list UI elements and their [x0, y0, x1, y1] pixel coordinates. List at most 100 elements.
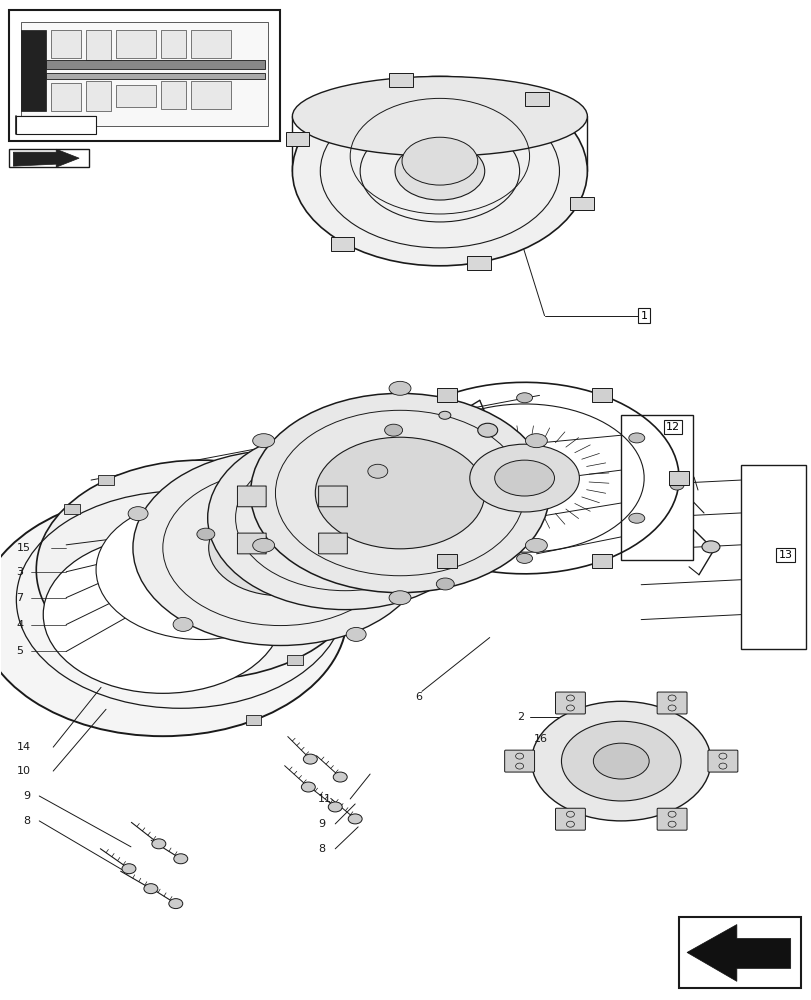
Ellipse shape	[277, 509, 307, 531]
FancyBboxPatch shape	[237, 533, 266, 554]
Text: 15: 15	[16, 543, 30, 553]
Bar	[21, 22, 268, 126]
Ellipse shape	[560, 721, 680, 801]
Text: 1: 1	[640, 311, 647, 321]
Ellipse shape	[152, 839, 165, 849]
Ellipse shape	[494, 460, 554, 496]
Ellipse shape	[96, 500, 305, 640]
Ellipse shape	[292, 76, 586, 266]
Ellipse shape	[333, 772, 347, 782]
Bar	[191, 30, 230, 58]
Ellipse shape	[702, 541, 719, 553]
Bar	[16, 116, 96, 134]
Bar	[116, 85, 156, 107]
Ellipse shape	[516, 553, 532, 563]
Text: 8: 8	[24, 816, 30, 826]
Polygon shape	[686, 925, 790, 981]
Ellipse shape	[531, 701, 710, 821]
Bar	[51, 83, 81, 111]
Ellipse shape	[133, 450, 427, 646]
Ellipse shape	[401, 137, 477, 185]
Polygon shape	[13, 149, 79, 167]
Bar	[740, 465, 805, 649]
Ellipse shape	[388, 591, 410, 605]
Ellipse shape	[328, 802, 341, 812]
Ellipse shape	[144, 884, 157, 894]
Bar	[51, 30, 81, 58]
Text: 9: 9	[318, 819, 325, 829]
Ellipse shape	[439, 411, 450, 419]
Ellipse shape	[173, 617, 193, 631]
Ellipse shape	[277, 473, 413, 563]
Bar	[161, 30, 186, 58]
Bar	[569, 197, 594, 210]
Bar	[388, 73, 412, 87]
Ellipse shape	[525, 434, 547, 448]
FancyBboxPatch shape	[318, 533, 347, 554]
Bar	[620, 415, 692, 560]
Bar	[466, 256, 491, 270]
Ellipse shape	[252, 538, 274, 552]
Text: 10: 10	[16, 766, 30, 776]
FancyBboxPatch shape	[504, 750, 534, 772]
FancyBboxPatch shape	[656, 808, 686, 830]
Ellipse shape	[628, 433, 644, 443]
Text: 13: 13	[778, 550, 792, 560]
Ellipse shape	[252, 434, 274, 448]
Ellipse shape	[367, 464, 388, 478]
Ellipse shape	[174, 854, 187, 864]
Ellipse shape	[348, 814, 362, 824]
Ellipse shape	[436, 578, 453, 590]
Bar	[287, 655, 303, 665]
Ellipse shape	[301, 782, 315, 792]
FancyBboxPatch shape	[656, 692, 686, 714]
Bar	[191, 81, 230, 109]
Ellipse shape	[196, 528, 215, 540]
Ellipse shape	[525, 538, 547, 552]
FancyBboxPatch shape	[318, 486, 347, 507]
Bar	[437, 554, 457, 568]
Ellipse shape	[303, 754, 317, 764]
Bar	[668, 471, 689, 485]
Ellipse shape	[470, 444, 579, 512]
Bar	[46, 73, 265, 79]
Bar	[98, 475, 114, 485]
Ellipse shape	[315, 437, 484, 549]
Ellipse shape	[388, 381, 410, 395]
Ellipse shape	[264, 501, 320, 539]
Text: 3: 3	[16, 567, 24, 577]
Text: 2: 2	[517, 712, 524, 722]
FancyBboxPatch shape	[707, 750, 737, 772]
Ellipse shape	[628, 513, 644, 523]
Text: 5: 5	[16, 646, 24, 656]
Bar	[86, 81, 111, 111]
Ellipse shape	[345, 627, 366, 641]
Ellipse shape	[43, 536, 282, 693]
Ellipse shape	[516, 393, 532, 403]
Ellipse shape	[669, 480, 683, 490]
Ellipse shape	[122, 864, 135, 874]
Bar	[64, 504, 80, 514]
Ellipse shape	[128, 507, 148, 521]
Ellipse shape	[394, 142, 484, 200]
Ellipse shape	[384, 424, 402, 436]
FancyBboxPatch shape	[237, 486, 266, 507]
Ellipse shape	[593, 743, 648, 779]
Bar	[46, 60, 265, 69]
Bar	[525, 92, 548, 106]
Text: 14: 14	[16, 742, 31, 752]
Text: 6: 6	[414, 692, 422, 702]
Text: 9: 9	[24, 791, 30, 801]
Ellipse shape	[292, 76, 586, 156]
Ellipse shape	[169, 899, 182, 909]
Ellipse shape	[208, 500, 352, 596]
Text: 16: 16	[533, 734, 547, 744]
FancyBboxPatch shape	[555, 692, 585, 714]
Bar	[437, 388, 457, 402]
Bar	[591, 388, 611, 402]
Bar	[591, 554, 611, 568]
Ellipse shape	[477, 423, 497, 437]
Text: 12: 12	[665, 422, 680, 432]
Polygon shape	[21, 30, 46, 111]
Ellipse shape	[251, 393, 549, 593]
